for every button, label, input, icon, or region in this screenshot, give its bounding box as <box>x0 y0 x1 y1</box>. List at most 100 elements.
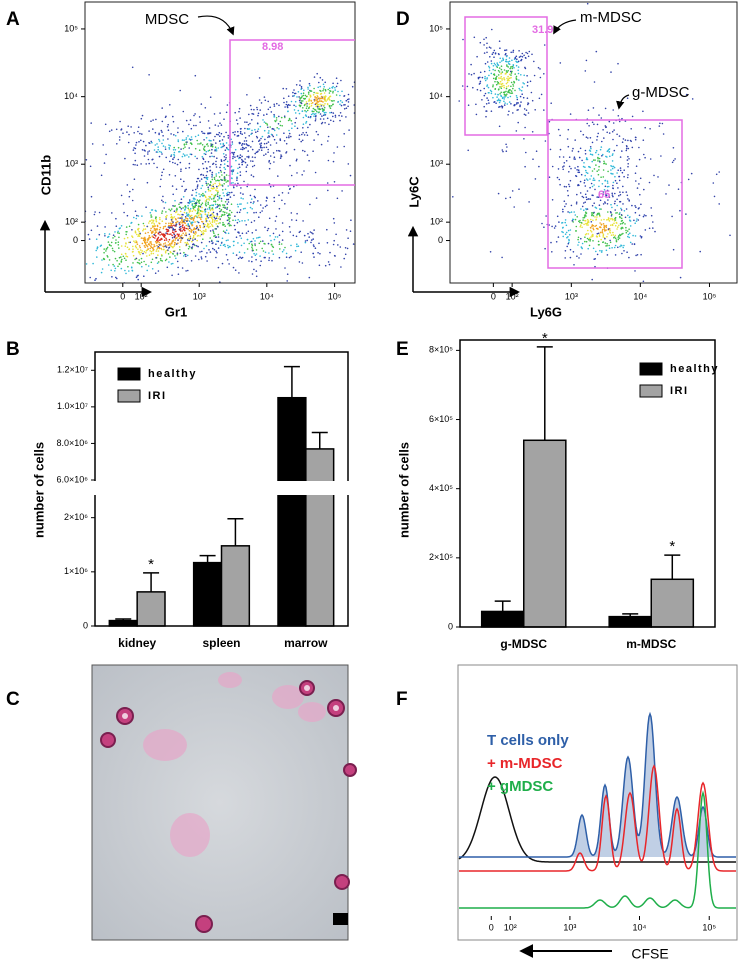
event-dot <box>243 140 246 142</box>
event-dot <box>596 212 599 215</box>
event-dot <box>508 57 511 59</box>
event-dot <box>305 122 307 124</box>
event-dot <box>177 139 179 141</box>
event-dot <box>329 95 332 98</box>
event-dot <box>211 225 214 227</box>
event-dot <box>156 244 158 247</box>
event-dot <box>249 240 252 243</box>
event-dot <box>161 260 163 262</box>
event-dot <box>298 112 301 115</box>
event-dot <box>500 72 503 75</box>
event-dot <box>217 222 220 225</box>
event-dot <box>497 192 500 195</box>
event-dot <box>627 198 629 200</box>
event-dot <box>247 150 249 152</box>
event-dot <box>319 118 322 120</box>
event-dot <box>194 188 197 191</box>
event-dot <box>341 101 344 104</box>
event-dot <box>244 161 247 164</box>
event-dot <box>618 224 620 227</box>
event-dot <box>207 203 209 205</box>
event-dot <box>255 275 258 278</box>
event-dot <box>218 131 221 134</box>
event-dot <box>332 120 335 123</box>
event-dot <box>291 123 293 125</box>
event-dot <box>640 203 642 206</box>
event-dot <box>515 55 518 58</box>
event-dot <box>211 143 213 146</box>
y-tick-label: 8.0×10⁶ <box>57 438 89 448</box>
event-dot <box>301 139 304 142</box>
event-dot <box>529 80 532 83</box>
event-dot <box>182 153 185 155</box>
event-dot <box>590 236 592 238</box>
event-dot <box>630 128 632 130</box>
event-dot <box>219 210 221 213</box>
event-dot <box>271 250 273 252</box>
event-dot <box>131 251 134 253</box>
event-dot <box>277 175 279 177</box>
event-dot <box>129 190 131 193</box>
event-dot <box>246 202 249 204</box>
event-dot <box>485 103 488 105</box>
event-dot <box>69 246 71 248</box>
event-dot <box>315 113 317 115</box>
gate <box>464 16 548 136</box>
event-dot <box>191 217 193 219</box>
event-dot <box>201 206 203 209</box>
event-dot <box>73 146 75 148</box>
event-dot <box>512 64 515 66</box>
event-dot <box>590 231 593 233</box>
event-dot <box>251 119 253 121</box>
bar <box>108 619 138 627</box>
event-dot <box>446 128 448 130</box>
event-dot <box>106 247 108 250</box>
event-dot <box>141 250 143 252</box>
event-dot <box>208 149 211 152</box>
event-dot <box>274 120 276 122</box>
event-dot <box>212 209 214 211</box>
event-dot <box>521 93 523 95</box>
event-dot <box>289 164 291 167</box>
event-dot <box>214 149 216 152</box>
event-dot <box>601 155 603 157</box>
event-dot <box>526 97 529 99</box>
event-dot <box>248 155 250 158</box>
event-dot <box>718 203 720 205</box>
event-dot <box>583 209 585 211</box>
legend-label: healthy <box>148 368 197 380</box>
event-dot <box>257 200 259 202</box>
event-dot <box>108 259 111 261</box>
event-dot <box>155 250 158 252</box>
event-dot <box>499 47 501 49</box>
event-dot <box>149 236 152 239</box>
event-dot <box>104 233 106 235</box>
event-dot <box>117 230 119 233</box>
event-dot <box>243 147 246 150</box>
event-dot <box>178 233 180 236</box>
event-dot <box>619 234 622 237</box>
event-dot <box>172 120 175 123</box>
event-dot <box>173 228 175 231</box>
event-dot <box>148 222 150 224</box>
event-dot <box>402 129 404 131</box>
event-dot <box>221 184 223 186</box>
event-dot <box>177 273 180 276</box>
event-dot <box>263 146 265 149</box>
event-dot <box>170 233 172 235</box>
event-dot <box>223 214 225 216</box>
event-dot <box>232 170 234 172</box>
event-dot <box>341 90 343 93</box>
event-dot <box>359 102 361 104</box>
event-dot <box>507 66 510 68</box>
event-dot <box>603 160 605 163</box>
event-dot <box>606 254 609 256</box>
event-dot <box>182 130 184 133</box>
event-dot <box>580 246 583 249</box>
event-dot <box>230 165 233 168</box>
event-dot <box>214 218 217 220</box>
event-dot <box>278 128 280 130</box>
annotation-arrow <box>553 19 577 35</box>
event-dot <box>671 161 674 164</box>
event-dot <box>208 240 211 243</box>
